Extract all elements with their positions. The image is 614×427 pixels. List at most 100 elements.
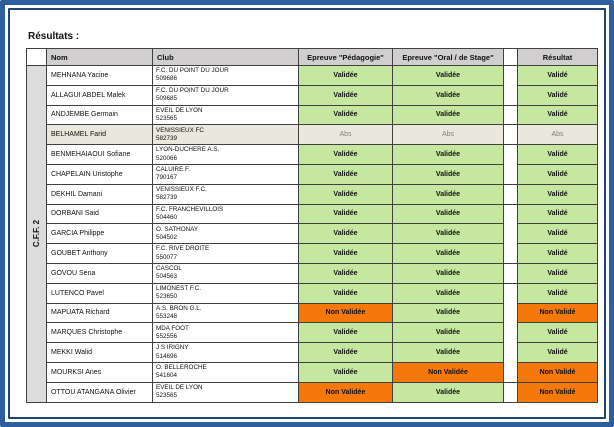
name-cell: LUTENCO Pavel (47, 283, 152, 303)
club-name: F.C. DU POINT DU JOUR (156, 67, 229, 75)
result-status-cell: Validé (518, 204, 597, 224)
oral-status-cell: Validée (393, 343, 503, 362)
club-cell: F.C. FRANCHEVILLOIS 504460 (153, 204, 298, 224)
page-title: Résultats : (28, 31, 80, 42)
club-name: EVEIL DE LYON (156, 383, 203, 391)
spacer-cell (504, 283, 517, 382)
club-name: O. BELLEROCHE (156, 364, 207, 372)
club-name: VENISSIEUX FC (156, 126, 204, 134)
club-id: 504563 (156, 273, 178, 281)
club-name: J S IRIGNY (156, 344, 189, 352)
club-id: 514696 (156, 352, 178, 360)
club-id: 541604 (156, 372, 178, 380)
club-cell: MDA FOOT 552556 (153, 323, 298, 343)
club-name: F.C. FRANCHEVILLOIS (156, 205, 224, 213)
oral-status-cell: Validée (393, 303, 503, 323)
club-cell: EVEIL DE LYON 523565 (153, 382, 298, 402)
result-status-cell: Abs (518, 125, 597, 145)
oral-status-cell: Validée (393, 323, 503, 343)
result-status-cell: Validé (518, 184, 597, 204)
club-cell: LIMONEST F.C. 523650 (153, 283, 298, 303)
name-cell: BENMEHAIAOUI Sofiane (47, 145, 152, 164)
pedagogie-status-cell: Validée (299, 105, 392, 125)
club-cell: O. BELLEROCHE 541604 (153, 362, 298, 382)
club-id: 520066 (156, 154, 178, 162)
club-name: F.C. RIVE DROITE (156, 245, 210, 253)
result-status-cell: Validé (518, 224, 597, 244)
club-cell: CASCOL 504563 (153, 263, 298, 283)
header-club: Club (153, 49, 298, 65)
header-group-cell (27, 49, 46, 65)
pedagogie-status-cell: Validée (299, 244, 392, 263)
club-name: A.S. BRON G.L. (156, 304, 202, 312)
oral-status-cell: Validée (393, 382, 503, 402)
name-cell: OTTOU ATANGANA Olivier (47, 382, 152, 402)
header-resultat: Résultat (518, 49, 597, 65)
name-cell: BELHAMEL Farid (47, 125, 152, 145)
club-cell: F.C. DU POINT DU JOUR 509686 (153, 66, 298, 85)
club-name: EVEIL DE LYON (156, 106, 203, 114)
group-label: C.F.F. 2 (32, 220, 41, 248)
club-id: 552556 (156, 332, 178, 340)
club-cell: F.C. DU POINT DU JOUR 509685 (153, 85, 298, 105)
oral-status-cell: Non Validée (393, 362, 503, 382)
club-id: 790167 (156, 174, 178, 182)
pedagogie-status-cell: Non Validée (299, 382, 392, 402)
name-cell: DEKHIL Damani (47, 184, 152, 204)
spacer-cell (504, 184, 517, 204)
spacer-cell (504, 382, 517, 402)
oral-status-cell: Abs (393, 125, 503, 145)
club-id: 509686 (156, 75, 178, 83)
header-pedagogie: Epreuve "Pédagogie" (299, 49, 392, 65)
result-status-cell: Non Validé (518, 362, 597, 382)
name-cell: MEHNANA Yacine (47, 66, 152, 85)
pedagogie-status-cell: Validée (299, 184, 392, 204)
name-cell: MAPUATA Richard (47, 303, 152, 323)
result-status-cell: Validé (518, 343, 597, 362)
name-cell: GOUBET Anthony (47, 244, 152, 263)
header-nom: Nom (47, 49, 152, 65)
pedagogie-status-cell: Validée (299, 323, 392, 343)
club-id: 523650 (156, 293, 178, 301)
result-status-cell: Validé (518, 145, 597, 164)
club-id: 550077 (156, 253, 178, 261)
oral-status-cell: Validée (393, 85, 503, 105)
pedagogie-status-cell: Validée (299, 362, 392, 382)
club-cell: LYON-DUCHERE A.S. 520066 (153, 145, 298, 164)
pedagogie-status-cell: Validée (299, 164, 392, 184)
result-status-cell: Validé (518, 66, 597, 85)
oral-status-cell: Validée (393, 145, 503, 164)
club-cell: F.C. RIVE DROITE 550077 (153, 244, 298, 263)
club-name: O. SATHONAY (156, 225, 199, 233)
club-cell: A.S. BRON G.L. 553248 (153, 303, 298, 323)
pedagogie-status-cell: Validée (299, 204, 392, 224)
name-cell: GARCIA Philippe (47, 224, 152, 244)
oral-status-cell: Validée (393, 66, 503, 85)
oral-status-cell: Validée (393, 224, 503, 244)
name-cell: DORBANI Said (47, 204, 152, 224)
club-name: F.C. DU POINT DU JOUR (156, 87, 229, 95)
group-label-cell: C.F.F. 2 (27, 66, 46, 402)
oral-status-cell: Validée (393, 244, 503, 263)
results-table: Nom Club Epreuve "Pédagogie" Epreuve "Or… (26, 48, 598, 403)
name-cell: CHAPELAIN Uristophe (47, 164, 152, 184)
header-oral: Epreuve "Oral / de Stage" (393, 49, 503, 65)
name-cell: MOURKSI Anes (47, 362, 152, 382)
club-name: LYON-DUCHERE A.S. (156, 146, 220, 154)
club-cell: VENISSIEUX FC 582739 (153, 125, 298, 145)
spacer-cell (504, 66, 517, 105)
club-id: 509685 (156, 95, 178, 103)
club-name: LIMONEST F.C. (156, 284, 202, 292)
club-cell: EVEIL DE LYON 523565 (153, 105, 298, 125)
club-id: 582739 (156, 194, 178, 202)
result-status-cell: Validé (518, 85, 597, 105)
spacer-cell (504, 125, 517, 145)
pedagogie-status-cell: Validée (299, 283, 392, 303)
name-cell: MARQUES Christophe (47, 323, 152, 343)
name-cell: ALLAGUI ABDEL Malek (47, 85, 152, 105)
pedagogie-status-cell: Validée (299, 145, 392, 164)
oral-status-cell: Validée (393, 105, 503, 125)
result-status-cell: Non Validé (518, 382, 597, 402)
club-cell: O. SATHONAY 504502 (153, 224, 298, 244)
